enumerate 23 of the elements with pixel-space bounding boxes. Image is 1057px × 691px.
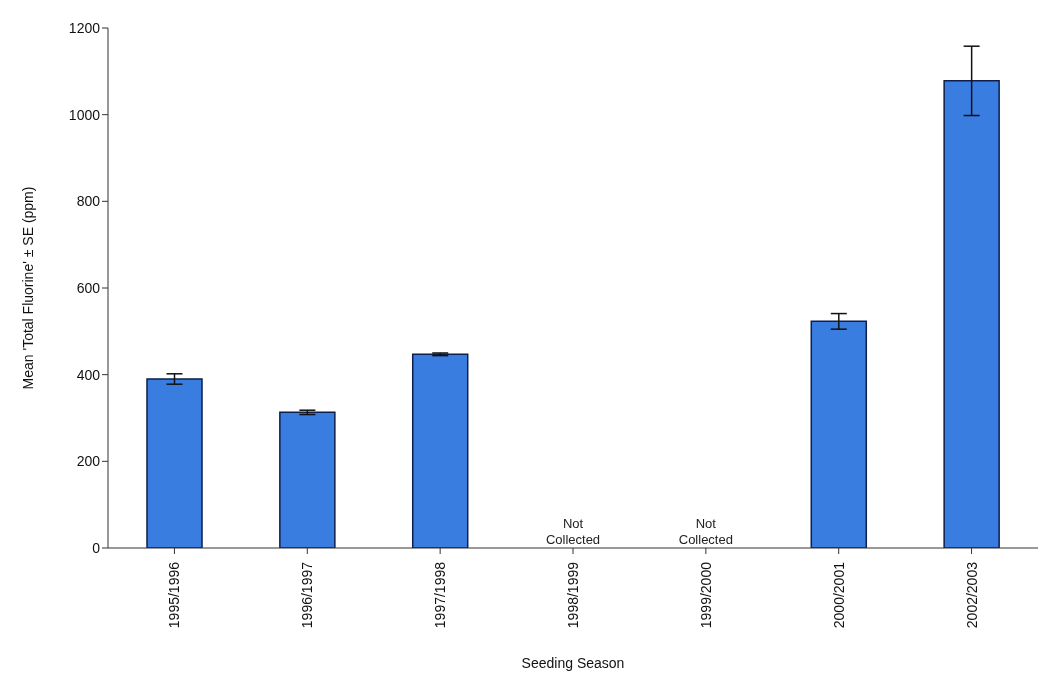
y-tick-label: 400 [76, 366, 101, 383]
y-tick-label: 1200 [68, 19, 101, 36]
x-tick-label: 1995/1996 [166, 561, 183, 629]
y-tick-label: 200 [76, 453, 101, 470]
x-tick-label: 1997/1998 [432, 561, 449, 629]
x-tick-label: 2000/2001 [830, 561, 847, 629]
y-tick-label: 1000 [68, 106, 101, 123]
y-tick-label: 800 [76, 193, 101, 210]
x-tick-label: 1996/1997 [299, 561, 316, 629]
x-axis-title: Seeding Season [521, 655, 625, 671]
bar [279, 411, 336, 548]
annotation: Not Collected [545, 516, 601, 547]
x-tick-label: 1998/1999 [564, 561, 581, 629]
bar [810, 320, 868, 548]
bar [943, 80, 1000, 548]
bar [411, 353, 469, 548]
y-tick-label: 0 [92, 539, 101, 556]
x-tick-label: 1999/2000 [697, 561, 714, 629]
bar [146, 378, 203, 548]
annotation: Not Collected [678, 516, 733, 547]
y-axis-title: Mean 'Total Fluorine' ± SE (ppm) [19, 186, 36, 390]
y-tick-label: 600 [76, 279, 101, 296]
x-tick-label: 2002/2003 [963, 561, 980, 629]
